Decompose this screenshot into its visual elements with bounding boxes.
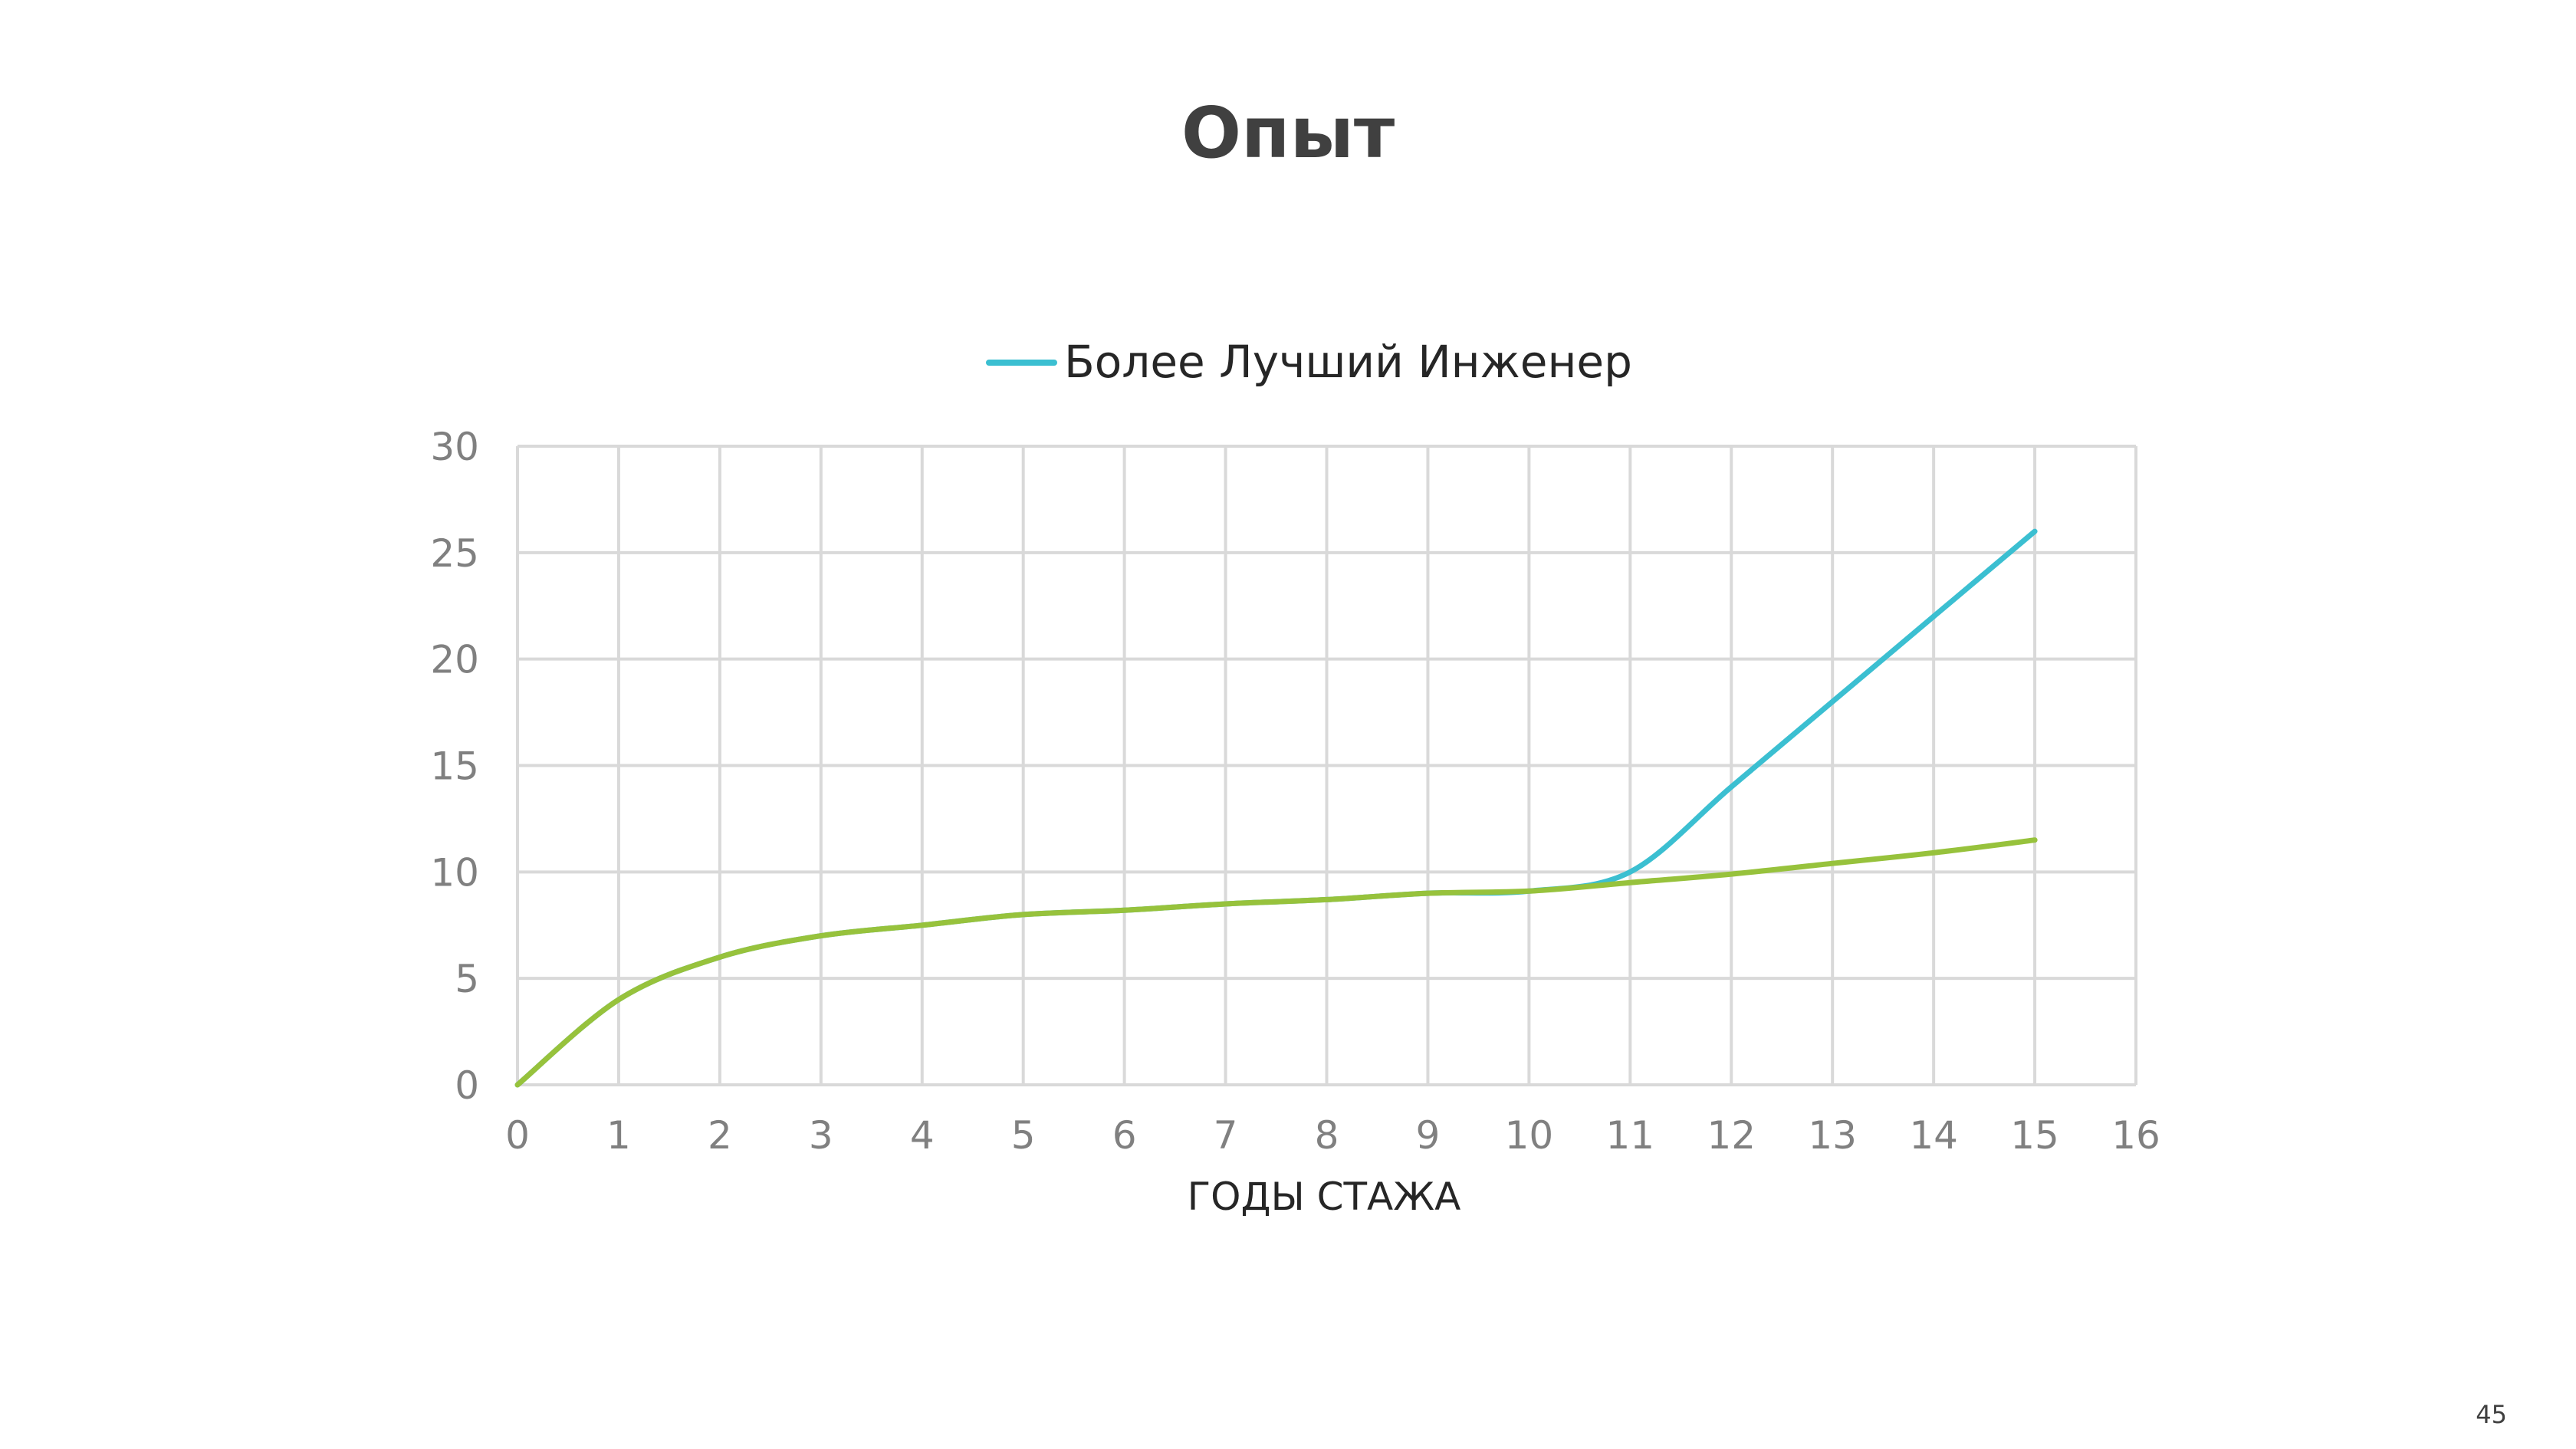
y-tick-label: 0 [455, 1063, 479, 1108]
legend: Более Лучший Инженер [986, 336, 1632, 388]
x-tick-label: 3 [809, 1113, 833, 1158]
legend-label: Более Лучший Инженер [1064, 336, 1632, 388]
x-tick-label: 6 [1112, 1113, 1137, 1158]
series-line-0 [514, 528, 2038, 1088]
x-tick-label: 16 [2111, 1113, 2160, 1158]
x-tick-label: 2 [708, 1113, 732, 1158]
x-tick-label: 10 [1505, 1113, 1554, 1158]
y-tick-label: 15 [430, 744, 479, 789]
x-tick-label: 1 [606, 1113, 631, 1158]
slide-title: Опыт [1181, 92, 1395, 174]
y-tick-label: 30 [430, 425, 479, 469]
x-tick-label: 15 [2010, 1113, 2059, 1158]
x-axis-tick-labels: 0 1 2 3 4 5 6 7 8 9 10 11 12 13 14 15 16 [505, 1113, 2160, 1158]
x-tick-label: 4 [910, 1113, 935, 1158]
x-tick-label: 12 [1707, 1113, 1756, 1158]
x-tick-label: 13 [1808, 1113, 1857, 1158]
x-tick-label: 0 [505, 1113, 530, 1158]
grid-lines [516, 445, 2137, 1086]
series-line-1 [514, 837, 2038, 1088]
x-tick-label: 5 [1011, 1113, 1036, 1158]
x-tick-label: 9 [1416, 1113, 1441, 1158]
y-axis-tick-labels: 0 5 10 15 20 25 30 [430, 425, 479, 1108]
y-tick-label: 5 [455, 957, 479, 1001]
y-tick-label: 25 [430, 531, 479, 576]
series-lines [514, 528, 2038, 1088]
x-tick-label: 7 [1214, 1113, 1238, 1158]
y-tick-label: 10 [430, 850, 479, 895]
x-tick-label: 8 [1315, 1113, 1339, 1158]
x-tick-label: 14 [1909, 1113, 1958, 1158]
page-number: 45 [2476, 1400, 2507, 1429]
y-tick-label: 20 [430, 638, 479, 682]
x-tick-label: 11 [1606, 1113, 1655, 1158]
x-axis-title: ГОДЫ СТАЖА [1188, 1175, 1461, 1219]
